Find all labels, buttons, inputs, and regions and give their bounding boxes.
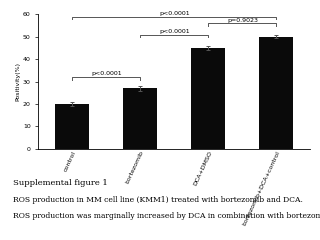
Text: ROS production was marginally increased by DCA in combination with bortezomib.: ROS production was marginally increased …: [13, 212, 320, 220]
Text: p<0.0001: p<0.0001: [91, 71, 122, 76]
Text: p<0.0001: p<0.0001: [159, 11, 190, 16]
Text: p<0.0001: p<0.0001: [159, 29, 190, 34]
Text: Supplemental figure 1: Supplemental figure 1: [13, 179, 108, 187]
Bar: [260, 37, 293, 149]
Bar: [191, 48, 225, 149]
Text: ROS production in MM cell line (KMM1) treated with bortezomib and DCA.: ROS production in MM cell line (KMM1) tr…: [13, 196, 303, 204]
Y-axis label: Positivity(%): Positivity(%): [15, 62, 20, 101]
Text: p=0.9023: p=0.9023: [227, 18, 258, 23]
Bar: [124, 88, 157, 149]
Bar: [55, 104, 89, 149]
